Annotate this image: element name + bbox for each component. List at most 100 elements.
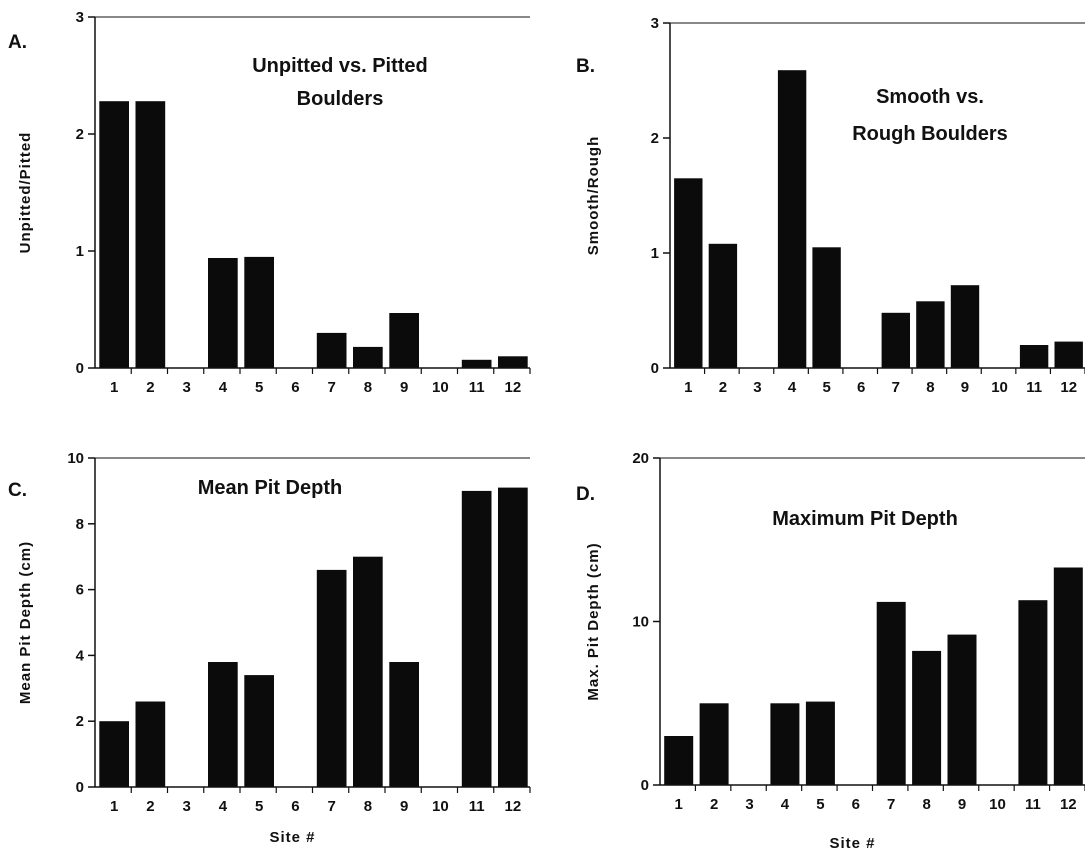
y-tick-label: 0	[76, 779, 84, 796]
chart-title: Boulders	[297, 88, 384, 110]
bar-site-2	[699, 703, 729, 786]
x-axis-label: Site #	[269, 829, 315, 846]
x-tick-label: 5	[822, 379, 830, 396]
y-tick-label: 4	[76, 647, 85, 664]
x-tick-label: 9	[961, 379, 969, 396]
x-tick-label: 6	[291, 798, 299, 815]
bar-site-5	[812, 247, 841, 369]
bar-site-9	[950, 285, 980, 368]
x-tick-label: 10	[989, 796, 1006, 813]
bar-site-1	[99, 721, 129, 787]
x-tick-label: 4	[219, 798, 228, 815]
x-tick-label: 2	[710, 796, 718, 813]
y-tick-label: 0	[641, 777, 649, 794]
x-tick-label: 4	[788, 379, 797, 396]
chart-title: Maximum Pit Depth	[772, 508, 958, 530]
bar-site-1	[674, 178, 703, 368]
y-tick-label: 3	[651, 15, 659, 32]
x-tick-label: 9	[400, 379, 408, 396]
x-tick-label: 5	[255, 379, 263, 396]
x-tick-label: 7	[887, 796, 895, 813]
bar-site-5	[244, 675, 274, 787]
bar-site-7	[316, 332, 347, 368]
bar-site-4	[208, 258, 238, 368]
x-tick-label: 7	[327, 379, 335, 396]
x-tick-label: 6	[857, 379, 865, 396]
bar-site-12	[498, 487, 528, 787]
panel-letter: A.	[8, 32, 27, 53]
x-tick-label: 9	[958, 796, 966, 813]
bar-site-1	[664, 736, 694, 785]
x-tick-label: 5	[255, 798, 263, 815]
x-tick-label: 10	[991, 379, 1008, 396]
x-tick-label: 3	[753, 379, 761, 396]
y-tick-label: 1	[76, 243, 84, 260]
bar-site-9	[389, 662, 419, 787]
x-tick-label: 5	[816, 796, 824, 813]
bar-site-12	[1054, 341, 1083, 368]
bar-site-2	[135, 101, 166, 368]
x-tick-label: 11	[469, 379, 485, 396]
y-tick-label: 0	[76, 360, 84, 377]
bar-site-1	[99, 101, 129, 368]
bar-site-2	[135, 701, 166, 787]
x-tick-label: 6	[291, 379, 299, 396]
bar-site-11	[461, 359, 492, 368]
x-tick-label: 12	[1060, 796, 1077, 813]
x-tick-label: 10	[432, 798, 449, 815]
y-tick-label: 2	[76, 713, 84, 730]
x-tick-label: 9	[400, 798, 408, 815]
x-tick-label: 1	[684, 379, 692, 396]
y-tick-label: 10	[67, 450, 84, 467]
x-axis-label: Site #	[829, 835, 875, 852]
y-axis-label: Max. Pit Depth (cm)	[585, 542, 602, 700]
bar-site-8	[912, 650, 942, 785]
x-tick-label: 8	[922, 796, 930, 813]
x-tick-label: 12	[1060, 379, 1077, 396]
x-tick-label: 11	[1025, 796, 1041, 813]
bar-site-5	[805, 701, 835, 785]
y-tick-label: 2	[651, 130, 659, 147]
bar-site-9	[947, 634, 977, 785]
x-tick-label: 8	[926, 379, 934, 396]
bar-site-11	[1018, 600, 1048, 785]
bar-site-8	[916, 301, 945, 368]
bar-site-12	[1053, 567, 1083, 785]
y-tick-label: 1	[651, 245, 659, 262]
panel-letter: C.	[8, 480, 27, 501]
bar-site-12	[498, 356, 528, 368]
x-tick-label: 1	[110, 798, 118, 815]
x-tick-label: 7	[327, 798, 335, 815]
y-tick-label: 6	[76, 582, 84, 599]
y-tick-label: 8	[76, 516, 84, 533]
x-tick-label: 11	[469, 798, 485, 815]
y-axis-label: Smooth/Rough	[585, 136, 602, 255]
y-tick-label: 3	[76, 9, 84, 26]
y-tick-label: 10	[632, 614, 649, 631]
x-tick-label: 10	[432, 379, 449, 396]
bar-site-2	[708, 243, 738, 368]
bar-site-7	[876, 601, 906, 785]
y-axis-label: Mean Pit Depth (cm)	[17, 541, 34, 704]
x-tick-label: 12	[505, 798, 522, 815]
x-tick-label: 1	[110, 379, 118, 396]
chart-title: Mean Pit Depth	[198, 477, 342, 499]
bar-site-11	[461, 490, 492, 787]
y-axis-label: Unpitted/Pitted	[17, 132, 34, 254]
x-tick-label: 3	[182, 379, 190, 396]
bar-site-7	[316, 569, 347, 787]
bar-site-5	[244, 256, 274, 368]
x-tick-label: 2	[146, 379, 154, 396]
bar-site-4	[770, 703, 800, 786]
bar-site-8	[353, 556, 383, 787]
chart-title: Rough Boulders	[852, 123, 1008, 145]
y-tick-label: 20	[632, 450, 649, 467]
x-tick-label: 4	[781, 796, 790, 813]
bar-site-4	[777, 70, 807, 368]
panel-letter: D.	[576, 484, 595, 505]
